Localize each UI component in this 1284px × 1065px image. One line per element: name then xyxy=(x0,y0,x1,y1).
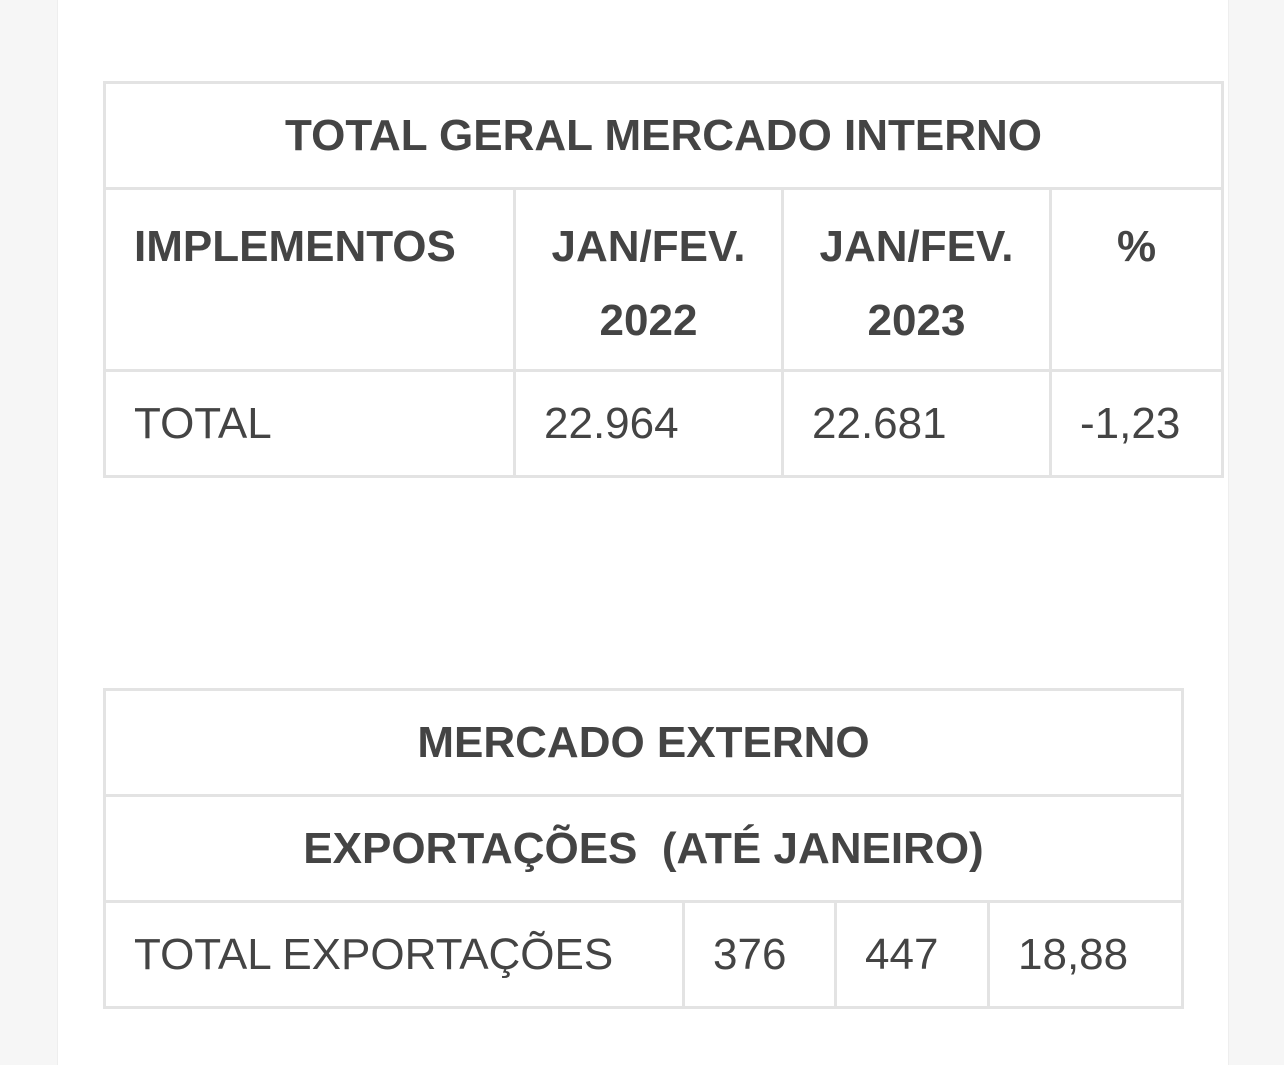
cell: TOTAL xyxy=(103,369,516,478)
table-title: MERCADO EXTERNO xyxy=(103,688,1184,797)
cell: -1,23 xyxy=(1048,369,1225,478)
external-market-table: MERCADO EXTERNO EXPORTAÇÕES (ATÉ JANEIRO… xyxy=(103,688,1184,1009)
header-cell: % xyxy=(1048,187,1225,372)
header-cell: JAN/FEV. 2022 xyxy=(513,187,784,372)
internal-market-table: TOTAL GERAL MERCADO INTERNO IMPLEMENTOS … xyxy=(102,81,1225,478)
header-cell: JAN/FEV. 2023 xyxy=(781,187,1052,372)
table-subtitle: EXPORTAÇÕES (ATÉ JANEIRO) xyxy=(103,794,1184,903)
cell: 447 xyxy=(834,900,990,1009)
cell: 18,88 xyxy=(987,900,1184,1009)
header-cell: IMPLEMENTOS xyxy=(103,187,516,372)
cell: 22.964 xyxy=(513,369,784,478)
table-title: TOTAL GERAL MERCADO INTERNO xyxy=(102,81,1225,190)
cell: TOTAL EXPORTAÇÕES xyxy=(103,900,685,1009)
cell: 376 xyxy=(682,900,837,1009)
cell: 22.681 xyxy=(781,369,1052,478)
